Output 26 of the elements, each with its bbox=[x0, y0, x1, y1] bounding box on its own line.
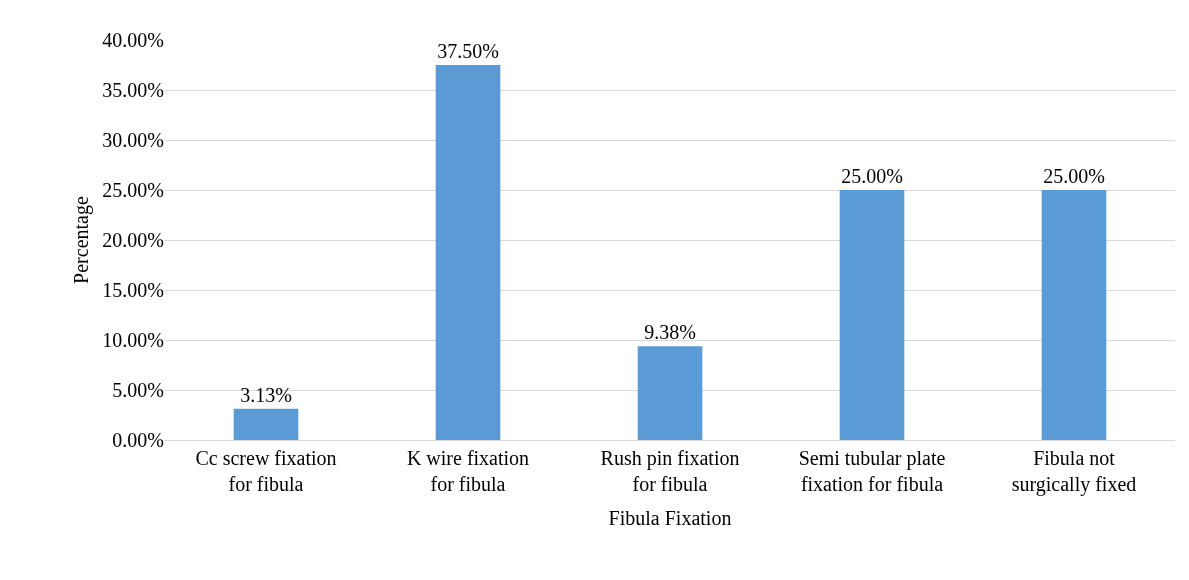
data-label: 9.38% bbox=[644, 321, 696, 344]
y-axis-title: Percentage bbox=[69, 196, 93, 284]
data-label: 25.00% bbox=[841, 165, 903, 187]
bar bbox=[637, 346, 703, 440]
x-tick-label: Fibula not surgically fixed bbox=[1011, 447, 1137, 496]
x-axis-title: Fibula Fixation bbox=[608, 506, 732, 529]
y-tick-label: 15.00% bbox=[102, 279, 164, 301]
bar bbox=[435, 65, 501, 440]
y-tick-label: 25.00% bbox=[102, 179, 164, 201]
bar bbox=[839, 190, 905, 440]
x-tick-label: K wire fixation for fibula bbox=[406, 447, 530, 495]
y-tick-label: 20.00% bbox=[102, 229, 164, 251]
bar bbox=[233, 408, 299, 440]
y-tick-label: 5.00% bbox=[112, 379, 164, 401]
x-tick-label: Rush pin fixation for fibula bbox=[600, 447, 740, 495]
y-tick-label: 30.00% bbox=[102, 129, 164, 151]
x-tick-label: Semi tubular plate fixation for fibula bbox=[798, 447, 946, 495]
data-label: 37.50% bbox=[437, 40, 499, 62]
y-tick-label: 10.00% bbox=[102, 329, 164, 351]
data-label: 25.00% bbox=[1043, 165, 1105, 187]
bar bbox=[1041, 190, 1107, 440]
y-tick-label: 40.00% bbox=[102, 29, 164, 51]
x-tick-label: Cc screw fixation for fibula bbox=[195, 447, 337, 495]
y-tick-label: 35.00% bbox=[102, 79, 164, 101]
data-label: 3.13% bbox=[240, 383, 292, 406]
y-tick-label: 0.00% bbox=[112, 429, 164, 451]
